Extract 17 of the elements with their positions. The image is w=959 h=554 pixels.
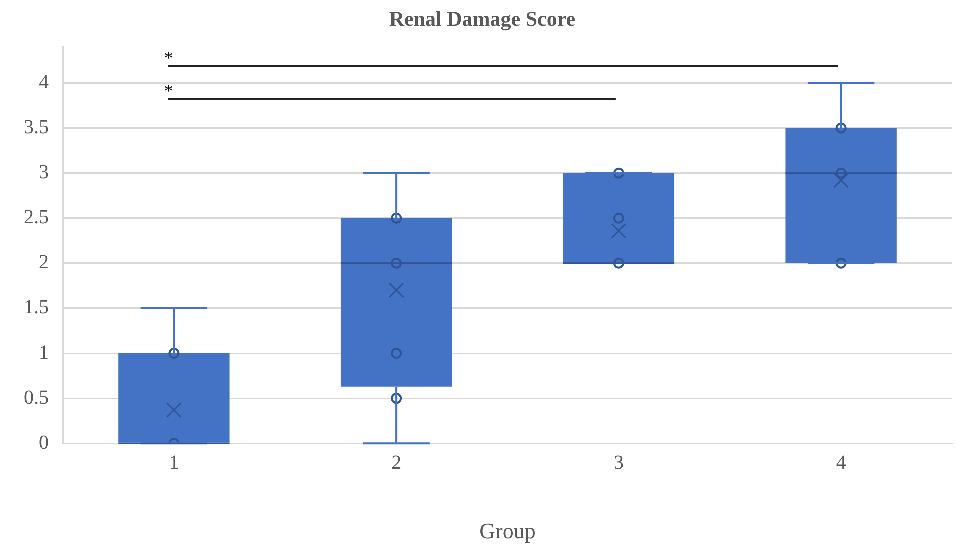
y-tick-label: 0.5 <box>24 386 49 409</box>
y-tick-label: 2 <box>39 252 49 274</box>
chart-title: Renal Damage Score <box>389 7 576 32</box>
x-axis-title: Group <box>480 518 536 544</box>
y-tick-label: 3.5 <box>24 116 49 139</box>
y-tick-label: 0 <box>39 432 49 454</box>
y-tick-label: 4 <box>39 71 49 94</box>
y-tick-label: 1 <box>39 342 49 364</box>
y-tick-label: 3 <box>39 162 49 184</box>
annotation: * <box>164 48 174 68</box>
x-tick-label: 1 <box>169 452 180 474</box>
y-tick-label: 2.5 <box>24 206 49 229</box>
x-tick-label: 4 <box>836 452 846 474</box>
x-tick-label: 2 <box>392 452 402 474</box>
annotation: * <box>164 80 174 101</box>
y-tick-label: 1.5 <box>24 296 49 319</box>
x-tick-label: 3 <box>614 452 624 474</box>
